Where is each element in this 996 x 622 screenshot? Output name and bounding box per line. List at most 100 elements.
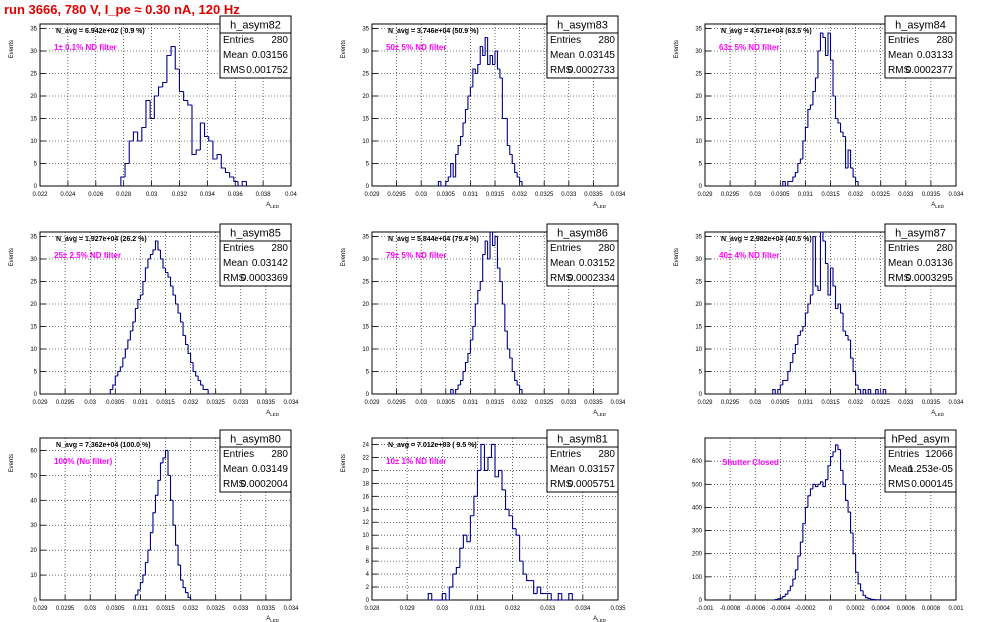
filter-label: 25± 2.5% ND filter bbox=[54, 251, 121, 260]
histogram-bin bbox=[784, 181, 788, 187]
y-tick-label: 10 bbox=[30, 347, 37, 353]
y-tick-label: 0 bbox=[34, 392, 38, 398]
histogram-bin bbox=[137, 132, 142, 142]
histogram-bin bbox=[482, 253, 486, 282]
navg-label: N_avg = 6.942e+02 ( 0.9 %) bbox=[56, 28, 145, 35]
y-axis-label: Events bbox=[341, 40, 347, 58]
x-tick-label: 0.034 bbox=[610, 400, 626, 406]
histogram-bin bbox=[789, 361, 793, 372]
histogram-bin bbox=[829, 267, 834, 295]
x-tick-label: -0.0004 bbox=[770, 606, 791, 612]
histogram-bin bbox=[183, 91, 188, 102]
stats-box bbox=[546, 446, 619, 493]
y-tick-label: 0 bbox=[366, 184, 370, 190]
y-tick-label: 30 bbox=[695, 49, 702, 55]
y-tick-label: 35 bbox=[30, 27, 37, 33]
x-axis-label: ALED bbox=[593, 410, 607, 417]
histogram-bin bbox=[120, 176, 126, 186]
y-tick-label: 0 bbox=[34, 598, 38, 604]
histogram-bin bbox=[431, 593, 436, 601]
y-tick-label: 50 bbox=[30, 473, 37, 479]
histogram-bin bbox=[867, 388, 871, 394]
filter-label: 79± 5% ND filter bbox=[386, 251, 446, 260]
histogram-panel-h_asym81: 0.028 0.029 0.03 0.031 0.032 0.033 0.034 0.035 0… bbox=[341, 429, 626, 622]
histogram-bin bbox=[494, 444, 499, 478]
histogram-bin bbox=[506, 331, 510, 350]
stats-key: Mean bbox=[550, 464, 575, 475]
histogram-bin bbox=[512, 515, 517, 530]
histogram-bin bbox=[469, 339, 473, 354]
histogram-bin bbox=[514, 163, 518, 174]
histogram-bin bbox=[779, 597, 783, 599]
histogram-bin bbox=[457, 384, 461, 390]
x-tick-label: 0.0295 bbox=[721, 400, 740, 406]
plot-frame bbox=[39, 437, 292, 601]
y-tick-label: 0 bbox=[34, 184, 38, 190]
histogram-bin bbox=[445, 180, 449, 186]
histogram-bin bbox=[794, 569, 798, 580]
histogram-bin bbox=[519, 177, 523, 183]
x-tick-label: 0.0295 bbox=[721, 192, 740, 198]
x-tick-label: 0.04 bbox=[285, 192, 297, 198]
histogram-bin bbox=[207, 389, 211, 395]
histogram-bin bbox=[190, 353, 194, 364]
histogram-bin bbox=[149, 532, 153, 551]
histogram-bin bbox=[134, 594, 138, 600]
histogram-bin bbox=[473, 495, 478, 516]
histogram-bin bbox=[782, 180, 786, 186]
histogram-bin bbox=[862, 388, 866, 394]
histogram-bin bbox=[237, 181, 243, 187]
histogram-bin bbox=[812, 235, 816, 295]
y-tick-label: 20 bbox=[362, 468, 369, 474]
histogram-bin bbox=[834, 444, 839, 452]
x-tick-label: -0.001 bbox=[696, 606, 714, 612]
histogram-panel-h_asym87: 0.029 0.0295 0.03 0.0305 0.031 0.0315 0.032 0.0… bbox=[674, 223, 964, 417]
y-axis-label: Events bbox=[674, 40, 680, 58]
stats-box bbox=[884, 240, 957, 287]
histogram-bin bbox=[452, 573, 457, 588]
histogram-bin bbox=[154, 494, 158, 513]
histogram-bin bbox=[491, 232, 495, 247]
histogram-bin bbox=[526, 574, 531, 582]
histogram-bin bbox=[852, 532, 856, 555]
stats-value: 0.03152 bbox=[579, 258, 616, 269]
histogram-bin bbox=[497, 469, 503, 477]
histogram-bin bbox=[870, 598, 874, 600]
histogram-bin bbox=[845, 136, 849, 169]
x-tick-label: 0.034 bbox=[610, 192, 626, 198]
stats-value: 0.03133 bbox=[917, 50, 954, 61]
x-axis-label-subscript: LED bbox=[935, 204, 945, 209]
x-axis-label-subscript: LED bbox=[270, 412, 280, 417]
stats-box-title: h_asym82 bbox=[230, 20, 281, 32]
histogram-bin bbox=[195, 371, 199, 377]
y-tick-label: 10 bbox=[30, 573, 37, 579]
histogram-bin bbox=[842, 470, 846, 485]
histogram-bin bbox=[142, 574, 146, 583]
y-tick-label: 0 bbox=[366, 598, 370, 604]
y-tick-label: 12 bbox=[362, 520, 369, 526]
x-tick-label: 0.026 bbox=[88, 192, 104, 198]
filter-label: 1± 0.1% ND filter bbox=[54, 43, 117, 52]
histogram-bin bbox=[839, 304, 844, 314]
stats-box bbox=[219, 32, 292, 79]
histogram-bin bbox=[774, 389, 778, 395]
histogram-bin bbox=[474, 69, 478, 75]
x-tick-label: 0.03 bbox=[84, 400, 96, 406]
y-tick-label: 0 bbox=[699, 184, 703, 190]
histogram-bin bbox=[829, 33, 834, 61]
y-tick-label: 35 bbox=[695, 235, 702, 241]
histogram-bin bbox=[817, 286, 821, 292]
y-tick-label: 30 bbox=[695, 257, 702, 263]
x-axis-label: ALED bbox=[931, 202, 945, 209]
histogram-bin bbox=[782, 379, 786, 385]
histogram-bin bbox=[132, 131, 138, 141]
histogram-panel-h_asym83: 0.029 0.0295 0.03 0.0305 0.031 0.0315 0.032 0.0… bbox=[341, 15, 626, 209]
y-tick-label: 5 bbox=[699, 162, 703, 168]
x-tick-label: 0.033 bbox=[233, 400, 249, 406]
plot-frame bbox=[704, 231, 957, 395]
histogram-bin bbox=[134, 307, 138, 322]
plot-frame bbox=[39, 231, 292, 395]
histogram-bin bbox=[460, 379, 464, 385]
histogram-bin bbox=[822, 481, 826, 488]
filter-label: 50± 5% ND filter bbox=[386, 43, 446, 52]
